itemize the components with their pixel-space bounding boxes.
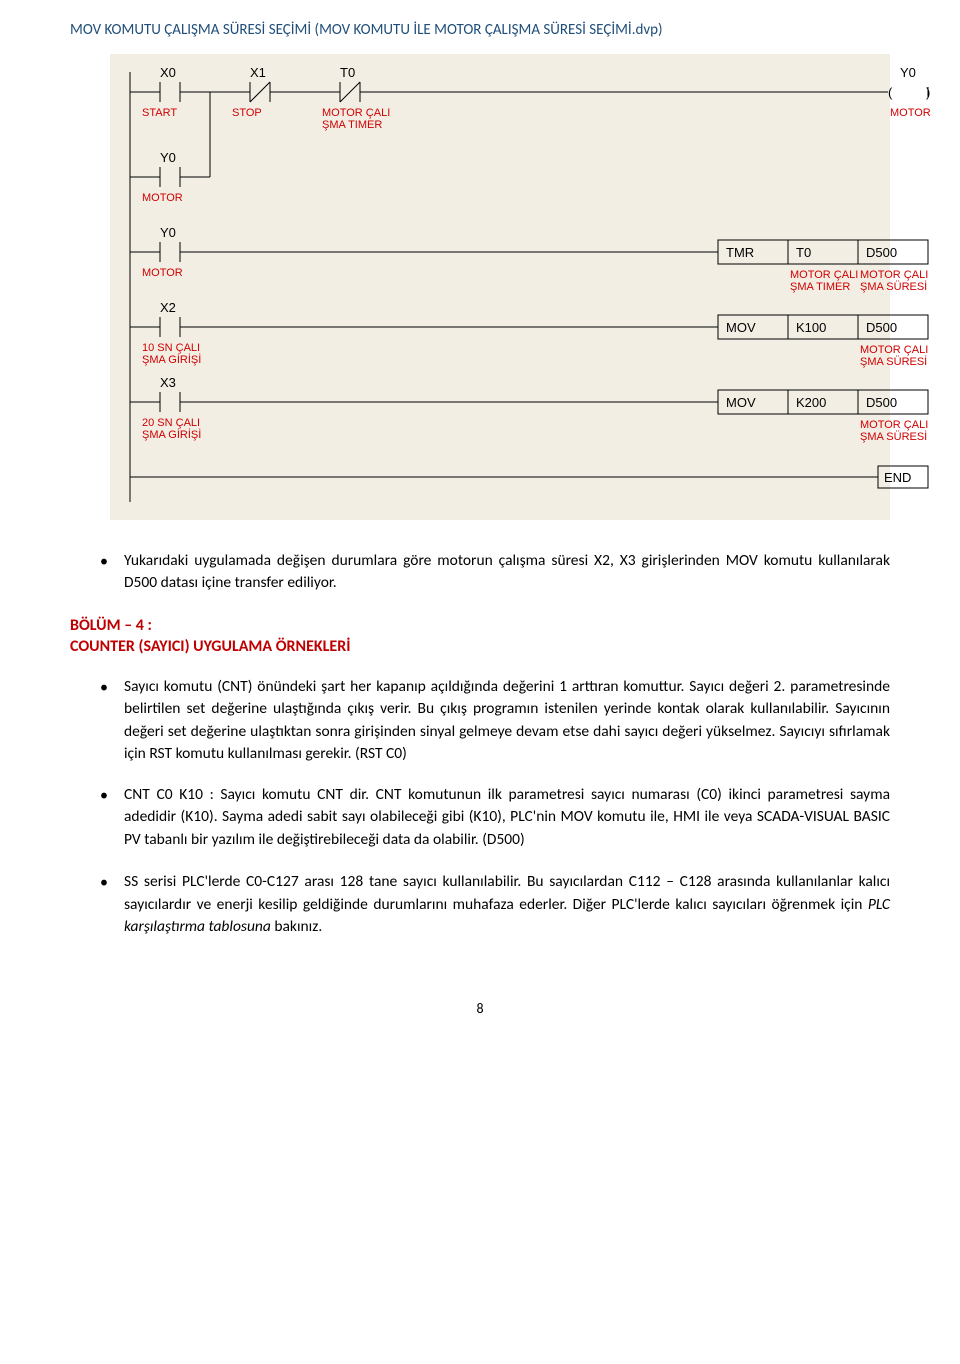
svg-text:MOTOR ÇALI: MOTOR ÇALI bbox=[860, 269, 928, 281]
svg-text:ŞMA GİRİŞİ: ŞMA GİRİŞİ bbox=[142, 353, 201, 366]
svg-text:MOTOR ÇALI: MOTOR ÇALI bbox=[860, 419, 928, 431]
svg-text:MOTOR: MOTOR bbox=[890, 107, 930, 119]
bullet-item: SS serisi PLC'lerde C0-C127 arası 128 ta… bbox=[100, 871, 890, 938]
bullet-list-1: Yukarıdaki uygulamada değişen durumlara … bbox=[100, 550, 890, 595]
svg-text:20 SN ÇALI: 20 SN ÇALI bbox=[142, 417, 200, 429]
bullet-list-2: Sayıcı komutu (CNT) önündeki şart her ka… bbox=[100, 676, 890, 851]
svg-text:K100: K100 bbox=[796, 320, 826, 335]
svg-text:X3: X3 bbox=[160, 375, 176, 390]
svg-text:Y0: Y0 bbox=[160, 150, 176, 165]
svg-text:K200: K200 bbox=[796, 395, 826, 410]
svg-text:MOV: MOV bbox=[726, 320, 756, 335]
svg-text:X1: X1 bbox=[250, 65, 266, 80]
svg-text:END: END bbox=[884, 470, 911, 485]
svg-text:ŞMA GİRİŞİ: ŞMA GİRİŞİ bbox=[142, 428, 201, 441]
svg-text:D500: D500 bbox=[866, 320, 897, 335]
bullet-list-3: SS serisi PLC'lerde C0-C127 arası 128 ta… bbox=[100, 871, 890, 938]
ladder-svg: X0STARTX1STOPT0MOTOR ÇALIŞMA TIMER()Y0MO… bbox=[110, 62, 930, 512]
svg-text:T0: T0 bbox=[340, 65, 355, 80]
svg-text:MOTOR ÇALI: MOTOR ÇALI bbox=[860, 344, 928, 356]
bullet-item: CNT C0 K10 : Sayıcı komutu CNT dir. CNT … bbox=[100, 784, 890, 851]
svg-text:10 SN ÇALI: 10 SN ÇALI bbox=[142, 342, 200, 354]
svg-text:ŞMA SÜRESİ: ŞMA SÜRESİ bbox=[860, 430, 927, 443]
svg-text:T0: T0 bbox=[796, 245, 811, 260]
svg-text:D500: D500 bbox=[866, 245, 897, 260]
section-heading: BÖLÜM – 4 : COUNTER (SAYICI) UYGULAMA ÖR… bbox=[70, 615, 890, 658]
svg-text:Y0: Y0 bbox=[160, 225, 176, 240]
svg-text:MOTOR: MOTOR bbox=[142, 192, 183, 204]
svg-text:ŞMA SÜRESİ: ŞMA SÜRESİ bbox=[860, 355, 927, 368]
ladder-diagram: X0STARTX1STOPT0MOTOR ÇALIŞMA TIMER()Y0MO… bbox=[110, 54, 890, 520]
svg-text:MOV: MOV bbox=[726, 395, 756, 410]
svg-text:D500: D500 bbox=[866, 395, 897, 410]
svg-text:MOTOR ÇALI: MOTOR ÇALI bbox=[790, 269, 858, 281]
bullet-item: Yukarıdaki uygulamada değişen durumlara … bbox=[100, 550, 890, 595]
svg-text:X2: X2 bbox=[160, 300, 176, 315]
svg-text:MOTOR: MOTOR bbox=[142, 267, 183, 279]
svg-text:Y0: Y0 bbox=[900, 65, 916, 80]
svg-text:TMR: TMR bbox=[726, 245, 754, 260]
bullet-item: Sayıcı komutu (CNT) önündeki şart her ka… bbox=[100, 676, 890, 766]
page-number: 8 bbox=[70, 999, 890, 1019]
bullet3-pre: SS serisi PLC'lerde C0-C127 arası 128 ta… bbox=[124, 872, 890, 913]
section-heading-line2: COUNTER (SAYICI) UYGULAMA ÖRNEKLERİ bbox=[70, 637, 350, 656]
svg-text:ŞMA TIMER: ŞMA TIMER bbox=[322, 119, 382, 131]
svg-text:ŞMA TIMER: ŞMA TIMER bbox=[790, 281, 850, 293]
bullet3-post: bakınız. bbox=[271, 917, 322, 936]
svg-text:START: START bbox=[142, 107, 177, 119]
svg-text:ŞMA SÜRESİ: ŞMA SÜRESİ bbox=[860, 280, 927, 293]
svg-text:MOTOR ÇALI: MOTOR ÇALI bbox=[322, 107, 390, 119]
section-heading-line1: BÖLÜM – 4 : bbox=[70, 616, 152, 635]
svg-text:X0: X0 bbox=[160, 65, 176, 80]
document-title: MOV KOMUTU ÇALIŞMA SÜRESİ SEÇİMİ (MOV KO… bbox=[70, 20, 890, 42]
svg-text:STOP: STOP bbox=[232, 107, 262, 119]
svg-text:(: ( bbox=[888, 85, 893, 100]
